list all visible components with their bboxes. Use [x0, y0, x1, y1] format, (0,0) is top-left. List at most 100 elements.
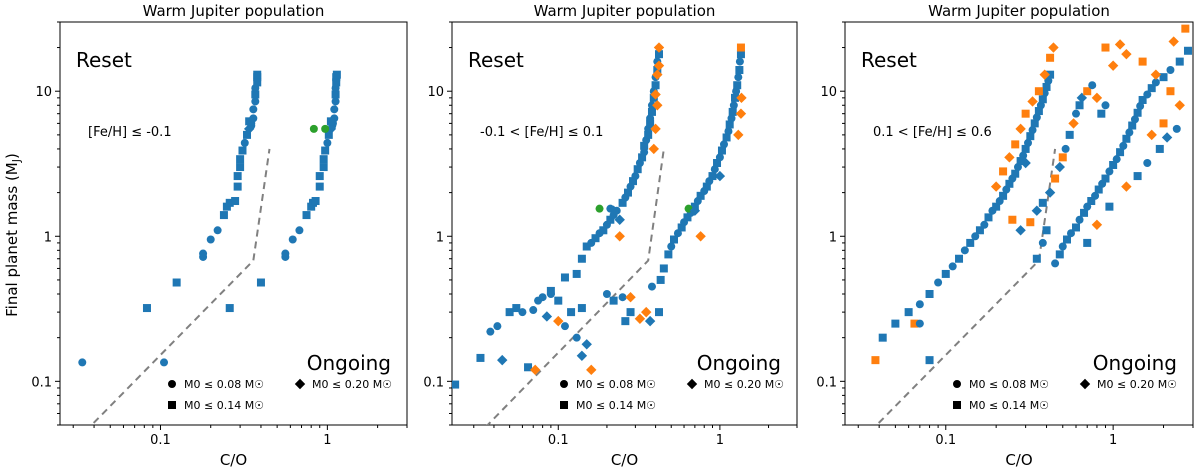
- data-point: [1038, 238, 1047, 247]
- y-tick-label: 1: [829, 230, 837, 245]
- data-point: [225, 198, 234, 207]
- data-point: [634, 313, 646, 324]
- data-point: [647, 107, 656, 116]
- legend-marker: [953, 401, 961, 409]
- data-point: [1101, 174, 1110, 183]
- data-point: [330, 105, 339, 114]
- data-point: [1051, 174, 1060, 183]
- data-point: [452, 380, 460, 389]
- data-point: [567, 308, 576, 317]
- data-point: [648, 143, 659, 155]
- data-point: [730, 93, 739, 102]
- data-point: [606, 215, 615, 224]
- data-point: [1128, 121, 1137, 130]
- data-point: [219, 211, 228, 220]
- data-point: [625, 292, 636, 303]
- data-point: [1055, 250, 1064, 259]
- data-point: [231, 197, 240, 206]
- data-point: [309, 124, 318, 133]
- data-point: [1143, 158, 1152, 167]
- data-point: [652, 69, 663, 80]
- data-point: [732, 87, 741, 96]
- legend-label: M0 ≤ 0.20 M☉: [1097, 378, 1177, 391]
- data-point: [213, 226, 222, 235]
- data-point: [1125, 128, 1134, 137]
- data-point: [735, 66, 744, 75]
- data-point: [240, 138, 249, 147]
- legend-marker: [560, 401, 568, 409]
- data-point: [1161, 132, 1173, 143]
- data-point: [999, 191, 1008, 200]
- x-tick-label: 1: [1109, 433, 1117, 448]
- data-point: [925, 289, 934, 298]
- data-point: [541, 311, 553, 322]
- data-point: [659, 264, 668, 273]
- data-point: [331, 90, 340, 99]
- data-point: [577, 304, 586, 313]
- data-point: [256, 278, 265, 287]
- data-point: [1008, 215, 1017, 224]
- data-point: [736, 92, 747, 104]
- data-point: [1027, 96, 1038, 107]
- data-point: [225, 304, 234, 313]
- data-point: [1107, 60, 1119, 71]
- data-point: [1061, 144, 1070, 153]
- legend-marker: [560, 380, 568, 388]
- data-point: [1034, 87, 1043, 96]
- data-point: [311, 197, 320, 206]
- data-point: [614, 231, 625, 242]
- data-point: [1026, 132, 1035, 141]
- data-point: [572, 333, 581, 342]
- x-tick-label: 1: [323, 433, 331, 448]
- ongoing-label: Ongoing: [1093, 351, 1177, 375]
- data-point: [727, 114, 736, 123]
- data-point: [1031, 205, 1043, 216]
- data-point: [238, 146, 247, 155]
- legend-label: M0 ≤ 0.14 M☉: [969, 399, 1049, 412]
- data-point: [1097, 109, 1106, 118]
- data-point: [614, 214, 625, 225]
- data-point: [655, 308, 664, 317]
- data-point: [560, 322, 569, 331]
- data-point: [586, 364, 597, 376]
- data-point: [332, 70, 341, 79]
- data-point: [960, 246, 969, 255]
- data-point: [1044, 187, 1056, 198]
- data-point: [560, 273, 569, 282]
- data-point: [529, 306, 538, 315]
- chart-title: Warm Jupiter population: [928, 2, 1110, 20]
- data-point: [1083, 238, 1092, 247]
- data-point: [708, 172, 717, 181]
- x-axis-label: C/O: [1005, 451, 1032, 469]
- data-point: [934, 278, 943, 287]
- data-point: [577, 254, 586, 263]
- data-point: [1005, 179, 1014, 188]
- legend-label: M0 ≤ 0.14 M☉: [576, 399, 656, 412]
- data-point: [1046, 70, 1055, 79]
- data-point: [1039, 69, 1050, 80]
- legend-marker: [168, 401, 176, 409]
- data-point: [638, 153, 647, 162]
- data-point: [925, 356, 934, 365]
- data-point: [689, 205, 701, 216]
- data-point: [321, 146, 330, 155]
- data-point: [1024, 138, 1033, 147]
- data-point: [1015, 123, 1026, 135]
- y-tick-label: 1: [436, 230, 444, 245]
- data-point: [722, 133, 731, 142]
- data-point: [1030, 119, 1039, 128]
- legend-marker: [294, 378, 306, 390]
- data-point: [249, 105, 258, 114]
- data-point: [891, 319, 900, 328]
- data-point: [497, 354, 508, 366]
- data-point: [1150, 69, 1162, 80]
- data-point: [1116, 148, 1125, 157]
- data-point: [1143, 90, 1152, 99]
- data-point: [652, 100, 663, 111]
- data-point: [629, 177, 638, 186]
- data-point: [1183, 46, 1192, 55]
- data-point: [253, 70, 262, 79]
- data-point: [1038, 198, 1047, 207]
- data-point: [728, 107, 737, 116]
